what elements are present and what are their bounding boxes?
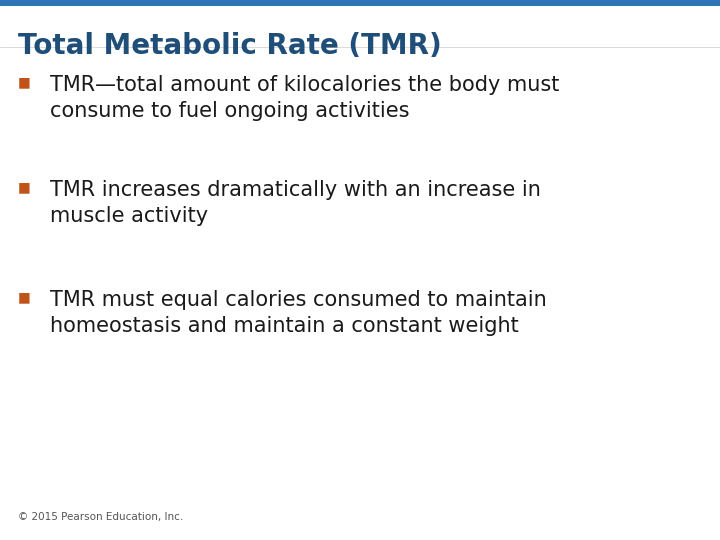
Text: muscle activity: muscle activity xyxy=(50,206,208,226)
Bar xyxy=(0,0,720,6)
Text: ■: ■ xyxy=(18,75,31,89)
Text: © 2015 Pearson Education, Inc.: © 2015 Pearson Education, Inc. xyxy=(18,512,184,522)
Text: TMR increases dramatically with an increase in: TMR increases dramatically with an incre… xyxy=(50,180,541,200)
Text: ■: ■ xyxy=(18,290,31,304)
Text: TMR must equal calories consumed to maintain: TMR must equal calories consumed to main… xyxy=(50,290,546,310)
Text: Total Metabolic Rate (TMR): Total Metabolic Rate (TMR) xyxy=(18,32,442,60)
Text: ■: ■ xyxy=(18,180,31,194)
Text: consume to fuel ongoing activities: consume to fuel ongoing activities xyxy=(50,101,410,121)
Text: TMR—total amount of kilocalories the body must: TMR—total amount of kilocalories the bod… xyxy=(50,75,559,95)
Text: homeostasis and maintain a constant weight: homeostasis and maintain a constant weig… xyxy=(50,316,518,336)
